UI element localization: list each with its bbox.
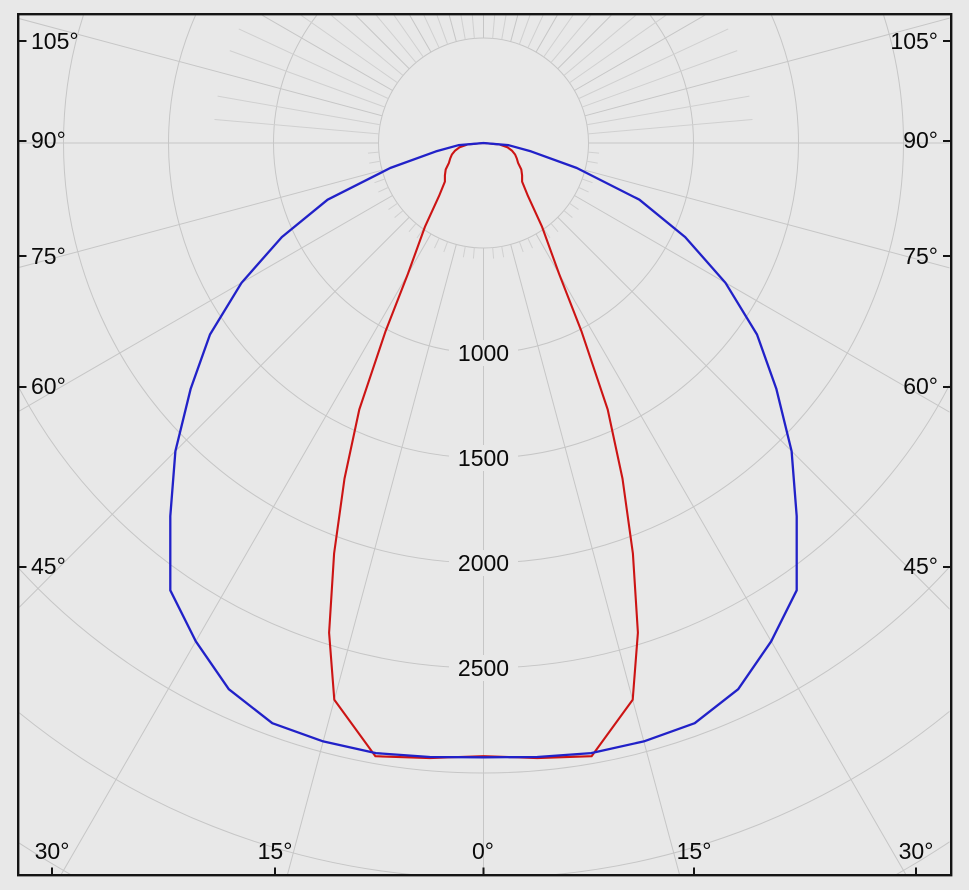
- grid-line: [574, 15, 706, 91]
- grid-line: [330, 15, 404, 76]
- angle-label-right-60: 60°: [903, 373, 938, 399]
- grid-line: [588, 118, 753, 135]
- grid-line: [367, 151, 379, 154]
- grid-line: [543, 15, 574, 58]
- grid-line: [535, 233, 907, 874]
- ring-label-1000: 1000: [458, 340, 509, 366]
- ring-label-2500: 2500: [458, 655, 509, 681]
- angle-label-left-105: 105°: [31, 28, 79, 54]
- angle-label-left-90: 90°: [31, 127, 66, 153]
- angle-label-bottom-0: 0°: [472, 838, 494, 864]
- angle-label-bottom-15R: 15°: [676, 838, 712, 864]
- grid-line: [492, 247, 495, 259]
- grid-line: [578, 186, 589, 193]
- grid-line: [19, 18, 383, 117]
- grid-line: [462, 246, 466, 258]
- grid-line: [394, 210, 404, 218]
- grid-line: [569, 202, 579, 210]
- grid-line: [60, 233, 432, 874]
- grid-line: [518, 241, 524, 253]
- border-ticks: [19, 40, 951, 875]
- grid-line: [443, 241, 449, 253]
- grid-line: [581, 178, 593, 184]
- grid-line: [510, 244, 680, 874]
- grid-line: [584, 17, 950, 117]
- grid-line: [217, 95, 381, 126]
- ring-labels: 1000 1500 2000 2500: [449, 340, 518, 681]
- grid-line: [261, 15, 393, 91]
- plot-frame: [17, 12, 953, 877]
- angle-label-bottom-30L: 30°: [34, 838, 70, 864]
- grid-line: [300, 15, 398, 84]
- grid-line: [229, 50, 386, 108]
- blue-intensity-curve: [169, 141, 798, 759]
- grid-line: [527, 15, 544, 49]
- grid-line: [518, 15, 531, 45]
- grid-line: [388, 202, 398, 210]
- angle-label-right-90: 90°: [903, 127, 938, 153]
- grid-line: [584, 169, 950, 269]
- grid-line: [550, 15, 592, 63]
- grid-line: [581, 50, 738, 108]
- grid-line: [374, 178, 386, 184]
- ring-label-mask: [449, 445, 518, 471]
- grid-line: [393, 15, 424, 58]
- ring-label-1500: 1500: [458, 445, 509, 471]
- grid-line: [586, 160, 598, 164]
- grid-line: [408, 223, 417, 233]
- grid-line: [574, 195, 950, 413]
- angle-label-right-105: 105°: [890, 28, 938, 54]
- ring-label-2000: 2000: [458, 550, 509, 576]
- angle-label-bottom-30R: 30°: [898, 838, 934, 864]
- grid-line: [369, 160, 381, 164]
- grid-line: [501, 246, 505, 258]
- grid-line: [557, 216, 950, 610]
- grid-line: [214, 118, 379, 135]
- grid-line: [586, 95, 750, 126]
- ring-label-mask: [449, 340, 518, 366]
- grid-line: [378, 186, 389, 193]
- angle-label-left-75: 75°: [31, 243, 66, 269]
- angle-label-bottom-15L: 15°: [257, 838, 293, 864]
- grid-line: [436, 15, 449, 45]
- angle-label-left-60: 60°: [31, 373, 66, 399]
- grid-line: [472, 247, 475, 259]
- ring-label-mask: [449, 550, 518, 576]
- ring-label-mask: [449, 655, 518, 681]
- grid-line: [19, 169, 383, 268]
- grid-line: [569, 15, 667, 84]
- grid-line: [416, 228, 424, 239]
- angle-label-left-45: 45°: [31, 553, 66, 579]
- grid-line: [238, 28, 389, 100]
- grid-line: [563, 210, 573, 218]
- angle-label-right-75: 75°: [903, 243, 938, 269]
- grid-line: [287, 244, 457, 874]
- grid-line: [434, 237, 440, 249]
- grid-line: [543, 228, 551, 239]
- grid-line: [375, 15, 417, 63]
- grid-line: [19, 216, 410, 608]
- grid-line: [563, 15, 637, 76]
- grid-line: [550, 223, 559, 233]
- angle-label-right-45: 45°: [903, 553, 938, 579]
- grid-line: [423, 15, 440, 49]
- grid-line: [19, 195, 393, 412]
- grid-line: [578, 28, 729, 100]
- grid-line: [588, 151, 600, 154]
- intensity-curves: [169, 141, 798, 760]
- grid-line: [527, 237, 533, 249]
